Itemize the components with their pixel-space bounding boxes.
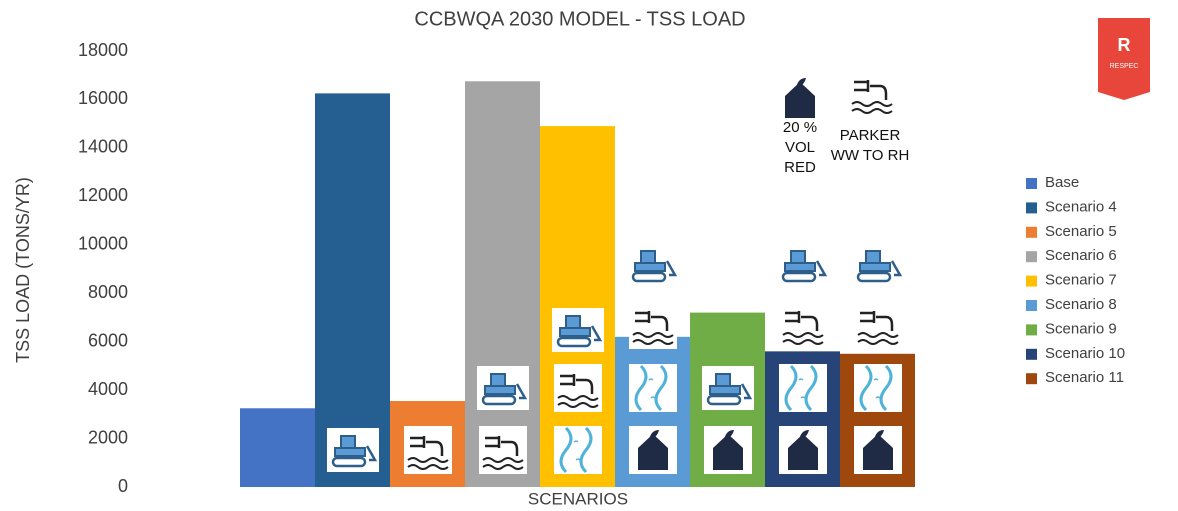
legend-swatch (1026, 373, 1037, 385)
y-tick-label: 16000 (78, 88, 128, 108)
icon-pipe (852, 299, 904, 351)
legend-label: Scenario 5 (1045, 223, 1117, 240)
legend-label: Scenario 7 (1045, 272, 1117, 289)
legend-swatch (1026, 300, 1037, 311)
y-tick-label: 0 (118, 476, 128, 496)
icon-river (627, 362, 679, 414)
legend-swatch (1026, 348, 1037, 360)
icon-river (552, 424, 604, 476)
icon-pipe (777, 299, 829, 351)
icon-dozer (625, 241, 681, 289)
legend-label: Scenario 4 (1045, 198, 1117, 215)
annotation: RED (784, 159, 816, 176)
icon-pipe (552, 362, 604, 414)
bar (465, 81, 540, 488)
y-tick-label: 12000 (78, 185, 128, 205)
logo-mark: R (1118, 35, 1131, 55)
icon-house (779, 426, 827, 474)
icon-pipe (477, 424, 529, 476)
icon-river (777, 362, 829, 414)
icon-house (704, 426, 752, 474)
icon-pipe (402, 424, 454, 476)
icon-house (854, 426, 902, 474)
y-tick-label: 18000 (78, 40, 128, 60)
bar (240, 408, 315, 487)
x-axis-label: SCENARIOS (528, 489, 628, 508)
icon-dozer (475, 364, 531, 412)
legend-swatch (1026, 226, 1037, 238)
legend-label: Scenario 9 (1045, 320, 1117, 337)
y-tick-label: 14000 (78, 137, 128, 157)
annotation: 20 % (783, 119, 817, 136)
icon-pipe (846, 68, 898, 120)
icon-dozer (325, 426, 381, 474)
y-tick-label: 6000 (88, 330, 128, 350)
legend-label: Scenario 6 (1045, 247, 1117, 264)
y-tick-label: 4000 (88, 379, 128, 399)
legend-swatch (1026, 275, 1037, 287)
annotation: WW TO RH (831, 147, 910, 164)
legend-swatch (1026, 178, 1037, 189)
legend-label: Scenario 8 (1045, 296, 1117, 313)
icon-dozer (700, 364, 756, 412)
y-tick-label: 8000 (88, 282, 128, 302)
icon-pipe (627, 299, 679, 351)
legend-swatch (1026, 251, 1037, 263)
annotation: VOL (785, 139, 815, 156)
icon-dozer (550, 306, 606, 354)
y-tick-label: 10000 (78, 234, 128, 254)
y-axis-label: TSS LOAD (TONS/YR) (13, 177, 33, 363)
legend-label: Scenario 11 (1045, 369, 1124, 386)
icon-river (852, 362, 904, 414)
logo: RESPEC R (1098, 18, 1150, 100)
icon-house (629, 426, 677, 474)
icon-dozer (850, 241, 906, 289)
icon-house (776, 74, 824, 122)
legend-swatch (1026, 324, 1037, 336)
bar (315, 93, 390, 487)
icon-dozer (775, 241, 831, 289)
legend-label: Base (1045, 174, 1079, 191)
annotation: PARKER (840, 127, 901, 144)
chart-title: CCBWQA 2030 MODEL - TSS LOAD (414, 8, 745, 30)
logo-text: RESPEC (1110, 63, 1139, 70)
y-tick-label: 2000 (88, 427, 128, 447)
legend-swatch (1026, 202, 1037, 214)
legend-label: Scenario 10 (1045, 345, 1125, 362)
